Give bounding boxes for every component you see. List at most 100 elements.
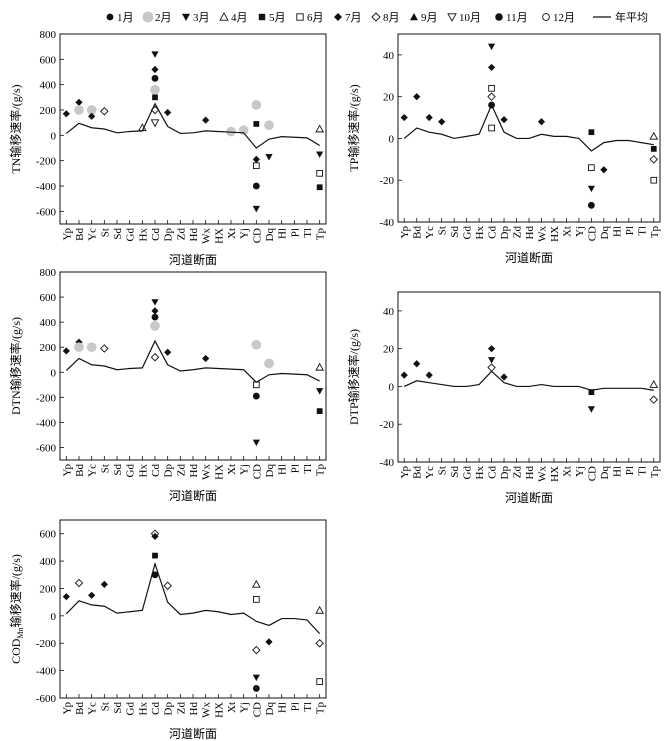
chart-panel-4: -40 -20 0 20 40 Yp Bd Yc St Sd Gd Hx Cd Dp Zd Hd Wx HX Xt Y… [346,291,661,505]
x-tick-label: Cd [487,466,499,479]
data-point [252,439,260,447]
data-point [100,344,109,353]
x-tick-label: Hd [524,226,536,240]
y-tick-label: 40 [383,306,395,318]
x-tick-label: Hl [611,226,623,237]
x-tick-label: Pl [289,228,301,237]
data-point [649,380,659,388]
data-point [202,354,210,363]
data-point [315,362,325,371]
legend-label: 12月 [553,12,575,24]
x-tick-label: Hd [524,466,536,480]
data-point [150,321,160,331]
data-point [265,638,273,646]
x-tick-label: Gd [125,702,137,716]
x-tick-label: Sd [112,702,124,714]
data-point [151,571,159,579]
legend-item-1: 1月 [106,12,134,24]
data-point [86,105,97,115]
x-tick-label: Sd [112,228,124,240]
data-point [151,65,159,74]
legend-label: 7月 [345,12,362,24]
data-point [62,593,70,601]
x-tick-label: Yc [424,226,436,239]
data-point [86,342,97,353]
data-point [588,129,595,136]
x-tick-label: Wx [201,464,213,480]
legend: 1月 2月 3月 4月 5月 6月 7月 8月 9月 10月 11月 12月 年平均 [106,10,648,24]
x-tick-label: St [437,226,449,235]
x-tick-label: St [437,466,449,475]
data-point [537,118,546,126]
x-tick-label: St [99,228,111,237]
legend-marker-icon [495,13,503,21]
data-point [265,153,273,161]
data-point [264,120,274,131]
x-tick-label: Dq [599,466,611,480]
x-tick-label: St [99,702,111,711]
data-point [75,338,83,346]
data-point [488,84,495,92]
y-axis-label: TP输移速率/(g/s) [346,84,361,171]
data-point [253,596,260,603]
plot-frame [59,519,327,699]
data-point [88,112,96,120]
data-point [253,162,260,170]
legend-item-3: 3月 [182,12,210,24]
y-tick-label: -200 [36,638,57,650]
x-tick-label: Dq [599,226,611,240]
x-tick-label: Zd [512,226,524,239]
data-point [74,342,84,353]
x-tick-label: CD [251,702,263,717]
legend-item-8: 8月 [371,12,400,24]
legend-item-6: 6月 [296,12,324,24]
x-tick-label: Hl [277,464,289,475]
data-point [587,406,595,413]
x-tick-label: Dp [499,466,511,480]
data-point [487,92,496,101]
legend-item-10: 10月 [447,12,481,24]
legend-label: 1月 [117,12,134,24]
y-tick-label: -400 [36,181,57,193]
data-point [253,121,260,127]
x-tick-label: Tp [315,702,327,715]
x-tick-label: Gd [462,226,474,240]
data-point [226,126,236,137]
x-tick-label: Tl [302,464,314,474]
data-point [74,578,84,588]
x-tick-label: CD [586,226,598,241]
x-tick-label: Yc [424,466,436,479]
x-tick-label: Yp [61,464,73,477]
data-point [100,580,108,588]
data-point [588,389,595,395]
data-point [649,395,658,404]
y-tick-label: -600 [36,693,57,705]
legend-label: 10月 [459,12,481,24]
data-point [62,110,70,118]
y-tick-label: -600 [36,442,57,454]
x-tick-label: Yj [239,228,251,239]
x-tick-label: Bd [74,464,86,477]
x-tick-label: Cd [150,464,162,477]
data-point [425,113,433,122]
x-tick-label: Gd [125,464,137,478]
x-tick-label: Hx [474,226,486,240]
y-tick-label: -600 [36,206,57,218]
y-tick-label: 600 [40,54,57,66]
y-tick-label: 20 [383,344,395,356]
legend-marker-icon [142,11,154,23]
legend-marker-icon [447,13,457,22]
x-tick-label: HX [213,228,225,244]
x-tick-label: Sd [449,226,461,238]
x-tick-label: Hx [474,466,486,480]
data-point [315,638,324,648]
y-axis-label: TN输移速率/(g/s) [8,84,23,173]
average-line [65,339,320,384]
x-tick-label: HX [213,464,225,480]
y-tick-label: -400 [36,666,57,678]
y-axis-label: CODMn输移速率/(g/s) [8,554,25,664]
legend-label: 5月 [269,12,286,24]
data-point [251,100,262,110]
